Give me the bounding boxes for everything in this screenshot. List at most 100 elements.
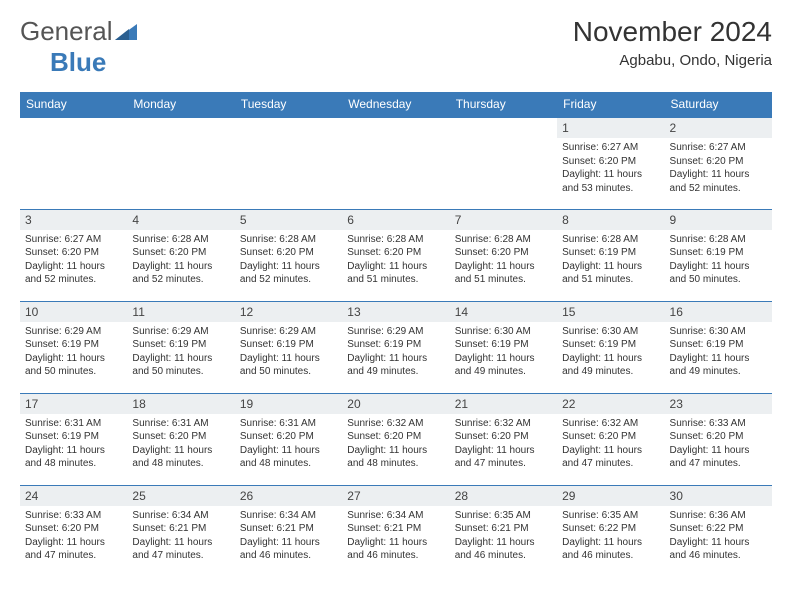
daylight-text: Daylight: 11 hours and 53 minutes. bbox=[562, 168, 659, 195]
calendar-week-row: 24Sunrise: 6:33 AMSunset: 6:20 PMDayligh… bbox=[20, 485, 772, 577]
day-data: Sunrise: 6:28 AMSunset: 6:20 PMDaylight:… bbox=[235, 230, 342, 290]
daylight-text: Daylight: 11 hours and 47 minutes. bbox=[455, 444, 552, 471]
day-data: Sunrise: 6:28 AMSunset: 6:19 PMDaylight:… bbox=[557, 230, 664, 290]
calendar-day-cell: .. bbox=[20, 117, 127, 209]
calendar-day-cell: 23Sunrise: 6:33 AMSunset: 6:20 PMDayligh… bbox=[665, 393, 772, 485]
calendar-day-cell: 30 Sunrise: 6:36 AMSunset: 6:22 PMDayligh… bbox=[665, 485, 772, 577]
day-data: Sunrise: 6:28 AMSunset: 6:20 PMDaylight:… bbox=[127, 230, 234, 290]
sunrise-text: Sunrise: 6:30 AM bbox=[562, 325, 659, 339]
sunset-text: Sunset: 6:21 PM bbox=[455, 522, 552, 536]
day-data: Sunrise: 6:32 AMSunset: 6:20 PMDaylight:… bbox=[557, 414, 664, 474]
sunrise-text: Sunrise: 6:27 AM bbox=[25, 233, 122, 247]
day-number: 13 bbox=[342, 302, 449, 322]
day-number: 29 bbox=[557, 486, 664, 506]
sunrise-text: Sunrise: 6:28 AM bbox=[670, 233, 767, 247]
day-number: 30 bbox=[665, 486, 772, 506]
day-data: Sunrise: 6:27 AMSunset: 6:20 PMDaylight:… bbox=[665, 138, 772, 198]
sunset-text: Sunset: 6:20 PM bbox=[562, 430, 659, 444]
daylight-text: Daylight: 11 hours and 52 minutes. bbox=[240, 260, 337, 287]
sunrise-text: Sunrise: 6:36 AM bbox=[670, 509, 767, 523]
logo-text-general: General bbox=[20, 16, 113, 47]
sunrise-text: Sunrise: 6:27 AM bbox=[670, 141, 767, 155]
sunset-text: Sunset: 6:20 PM bbox=[25, 522, 122, 536]
daylight-text: Daylight: 11 hours and 48 minutes. bbox=[347, 444, 444, 471]
weekday-header: Sunday bbox=[20, 92, 127, 117]
daylight-text: Daylight: 11 hours and 50 minutes. bbox=[240, 352, 337, 379]
daylight-text: Daylight: 11 hours and 46 minutes. bbox=[670, 536, 767, 563]
day-data: Sunrise: 6:34 AMSunset: 6:21 PMDaylight:… bbox=[235, 506, 342, 566]
calendar-day-cell: 9Sunrise: 6:28 AMSunset: 6:19 PMDaylight… bbox=[665, 209, 772, 301]
day-data: Sunrise: 6:33 AMSunset: 6:20 PMDaylight:… bbox=[665, 414, 772, 474]
day-data: Sunrise: 6:30 AMSunset: 6:19 PMDaylight:… bbox=[450, 322, 557, 382]
sunset-text: Sunset: 6:21 PM bbox=[240, 522, 337, 536]
sunrise-text: Sunrise: 6:29 AM bbox=[132, 325, 229, 339]
day-number: 9 bbox=[665, 210, 772, 230]
sunset-text: Sunset: 6:19 PM bbox=[25, 338, 122, 352]
daylight-text: Daylight: 11 hours and 50 minutes. bbox=[25, 352, 122, 379]
calendar-day-cell: 14Sunrise: 6:30 AMSunset: 6:19 PMDayligh… bbox=[450, 301, 557, 393]
logo: General bbox=[20, 16, 139, 47]
day-data: Sunrise: 6:35 AMSunset: 6:22 PMDaylight:… bbox=[557, 506, 664, 566]
sunrise-text: Sunrise: 6:34 AM bbox=[132, 509, 229, 523]
sunset-text: Sunset: 6:21 PM bbox=[132, 522, 229, 536]
daylight-text: Daylight: 11 hours and 46 minutes. bbox=[455, 536, 552, 563]
calendar-day-cell: 11Sunrise: 6:29 AMSunset: 6:19 PMDayligh… bbox=[127, 301, 234, 393]
calendar-day-cell: 27Sunrise: 6:34 AMSunset: 6:21 PMDayligh… bbox=[342, 485, 449, 577]
sunrise-text: Sunrise: 6:35 AM bbox=[455, 509, 552, 523]
day-number: 12 bbox=[235, 302, 342, 322]
day-number: 28 bbox=[450, 486, 557, 506]
sunrise-text: Sunrise: 6:35 AM bbox=[562, 509, 659, 523]
day-number: 10 bbox=[20, 302, 127, 322]
day-data: Sunrise: 6:29 AMSunset: 6:19 PMDaylight:… bbox=[235, 322, 342, 382]
sunrise-text: Sunrise: 6:33 AM bbox=[670, 417, 767, 431]
sunrise-text: Sunrise: 6:30 AM bbox=[670, 325, 767, 339]
sunset-text: Sunset: 6:20 PM bbox=[347, 430, 444, 444]
day-data: Sunrise: 6:29 AMSunset: 6:19 PMDaylight:… bbox=[20, 322, 127, 382]
calendar-day-cell: 6Sunrise: 6:28 AMSunset: 6:20 PMDaylight… bbox=[342, 209, 449, 301]
sunset-text: Sunset: 6:19 PM bbox=[240, 338, 337, 352]
day-number: 15 bbox=[557, 302, 664, 322]
sunset-text: Sunset: 6:19 PM bbox=[132, 338, 229, 352]
daylight-text: Daylight: 11 hours and 49 minutes. bbox=[455, 352, 552, 379]
calendar-week-row: 3Sunrise: 6:27 AMSunset: 6:20 PMDaylight… bbox=[20, 209, 772, 301]
calendar-day-cell: 24 Sunrise: 6:33 AMSunset: 6:20 PMDayligh… bbox=[20, 485, 127, 577]
day-data: Sunrise: 6:32 AMSunset: 6:20 PMDaylight:… bbox=[450, 414, 557, 474]
day-data: Sunrise: 6:27 AMSunset: 6:20 PMDaylight:… bbox=[20, 230, 127, 290]
daylight-text: Daylight: 11 hours and 47 minutes. bbox=[25, 536, 122, 563]
sunset-text: Sunset: 6:19 PM bbox=[562, 338, 659, 352]
calendar-day-cell: 5Sunrise: 6:28 AMSunset: 6:20 PMDaylight… bbox=[235, 209, 342, 301]
sunrise-text: Sunrise: 6:33 AM bbox=[25, 509, 122, 523]
calendar-day-cell: 25Sunrise: 6:34 AMSunset: 6:21 PMDayligh… bbox=[127, 485, 234, 577]
weekday-header: Wednesday bbox=[342, 92, 449, 117]
daylight-text: Daylight: 11 hours and 46 minutes. bbox=[562, 536, 659, 563]
day-data: Sunrise: 6:29 AMSunset: 6:19 PMDaylight:… bbox=[127, 322, 234, 382]
calendar-day-cell: 19Sunrise: 6:31 AMSunset: 6:20 PMDayligh… bbox=[235, 393, 342, 485]
day-number: 24 bbox=[20, 486, 127, 506]
sunrise-text: Sunrise: 6:29 AM bbox=[347, 325, 444, 339]
daylight-text: Daylight: 11 hours and 48 minutes. bbox=[240, 444, 337, 471]
day-data: Sunrise: 6:28 AMSunset: 6:20 PMDaylight:… bbox=[450, 230, 557, 290]
sunset-text: Sunset: 6:20 PM bbox=[132, 430, 229, 444]
calendar-day-cell: 15Sunrise: 6:30 AMSunset: 6:19 PMDayligh… bbox=[557, 301, 664, 393]
daylight-text: Daylight: 11 hours and 48 minutes. bbox=[25, 444, 122, 471]
calendar-day-cell: .. bbox=[127, 117, 234, 209]
sunset-text: Sunset: 6:19 PM bbox=[670, 338, 767, 352]
calendar-table: Sunday Monday Tuesday Wednesday Thursday… bbox=[20, 92, 772, 577]
calendar-day-cell: 29Sunrise: 6:35 AMSunset: 6:22 PMDayligh… bbox=[557, 485, 664, 577]
calendar-day-cell: 22Sunrise: 6:32 AMSunset: 6:20 PMDayligh… bbox=[557, 393, 664, 485]
day-number: 23 bbox=[665, 394, 772, 414]
day-data: Sunrise: 6:30 AMSunset: 6:19 PMDaylight:… bbox=[557, 322, 664, 382]
day-number: 18 bbox=[127, 394, 234, 414]
calendar-day-cell: .. bbox=[450, 117, 557, 209]
sunrise-text: Sunrise: 6:31 AM bbox=[132, 417, 229, 431]
daylight-text: Daylight: 11 hours and 50 minutes. bbox=[132, 352, 229, 379]
calendar-day-cell: 26Sunrise: 6:34 AMSunset: 6:21 PMDayligh… bbox=[235, 485, 342, 577]
sunset-text: Sunset: 6:22 PM bbox=[670, 522, 767, 536]
calendar-day-cell: 1Sunrise: 6:27 AMSunset: 6:20 PMDaylight… bbox=[557, 117, 664, 209]
calendar-day-cell: 13Sunrise: 6:29 AMSunset: 6:19 PMDayligh… bbox=[342, 301, 449, 393]
day-number: 1 bbox=[557, 118, 664, 138]
day-number: 19 bbox=[235, 394, 342, 414]
sunrise-text: Sunrise: 6:32 AM bbox=[347, 417, 444, 431]
calendar-day-cell: 7Sunrise: 6:28 AMSunset: 6:20 PMDaylight… bbox=[450, 209, 557, 301]
day-data: Sunrise: 6:31 AMSunset: 6:20 PMDaylight:… bbox=[235, 414, 342, 474]
